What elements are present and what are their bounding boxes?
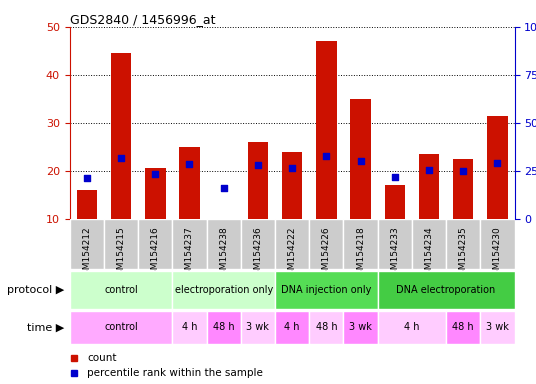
Text: 48 h: 48 h	[316, 322, 337, 333]
Bar	[104, 219, 138, 269]
Bar	[248, 142, 268, 219]
Bar	[316, 41, 337, 219]
Bar	[138, 219, 173, 269]
Bar	[275, 219, 309, 269]
Point	[83, 174, 91, 181]
Text: GSM154215: GSM154215	[116, 227, 125, 281]
Point	[288, 165, 296, 171]
Bar	[206, 311, 241, 344]
Text: percentile rank within the sample: percentile rank within the sample	[87, 368, 263, 378]
Text: 48 h: 48 h	[452, 322, 474, 333]
Bar	[446, 311, 480, 344]
Text: GSM154218: GSM154218	[356, 227, 365, 281]
Text: control: control	[104, 322, 138, 333]
Bar	[282, 152, 302, 219]
Bar	[206, 219, 241, 269]
Text: GSM154238: GSM154238	[219, 227, 228, 281]
Bar	[145, 169, 166, 219]
Text: GDS2840 / 1456996_at: GDS2840 / 1456996_at	[70, 13, 215, 26]
Point	[425, 167, 433, 173]
Bar	[412, 219, 446, 269]
Text: GSM154235: GSM154235	[459, 227, 468, 281]
Point	[185, 161, 193, 167]
Bar	[309, 311, 344, 344]
Text: 3 wk: 3 wk	[247, 322, 269, 333]
Point	[219, 185, 228, 191]
Bar	[446, 219, 480, 269]
Text: 4 h: 4 h	[404, 322, 420, 333]
Bar	[111, 53, 131, 219]
Point	[117, 156, 125, 162]
Text: count: count	[87, 353, 117, 363]
Text: GSM154212: GSM154212	[83, 227, 91, 281]
Text: GSM154233: GSM154233	[390, 227, 399, 281]
Text: 3 wk: 3 wk	[349, 322, 372, 333]
Text: time ▶: time ▶	[27, 322, 64, 333]
Bar	[419, 154, 440, 219]
Bar	[179, 147, 200, 219]
Bar	[173, 271, 275, 309]
Bar	[309, 219, 344, 269]
Point	[151, 170, 160, 177]
Bar	[173, 311, 206, 344]
Text: GSM154230: GSM154230	[493, 227, 502, 281]
Point	[391, 174, 399, 180]
Text: control: control	[104, 285, 138, 295]
Text: 3 wk: 3 wk	[486, 322, 509, 333]
Bar	[70, 219, 104, 269]
Bar	[275, 271, 378, 309]
Bar	[378, 311, 446, 344]
Bar	[70, 271, 173, 309]
Bar	[378, 271, 515, 309]
Text: 48 h: 48 h	[213, 322, 234, 333]
Text: GSM154222: GSM154222	[288, 227, 296, 281]
Bar	[487, 116, 508, 219]
Bar	[453, 159, 473, 219]
Bar	[351, 99, 371, 219]
Text: electroporation only: electroporation only	[175, 285, 273, 295]
Text: DNA electroporation: DNA electroporation	[397, 285, 496, 295]
Text: protocol ▶: protocol ▶	[7, 285, 64, 295]
Point	[459, 168, 467, 174]
Point	[254, 162, 262, 168]
Bar	[344, 219, 378, 269]
Bar	[77, 190, 97, 219]
Bar	[241, 311, 275, 344]
Text: 4 h: 4 h	[182, 322, 197, 333]
Bar	[173, 219, 206, 269]
Bar	[70, 311, 173, 344]
Text: GSM154234: GSM154234	[425, 227, 434, 281]
Bar	[378, 219, 412, 269]
Bar	[480, 219, 515, 269]
Text: GSM154236: GSM154236	[254, 227, 263, 281]
Bar	[480, 311, 515, 344]
Bar	[384, 185, 405, 219]
Point	[322, 153, 331, 160]
Text: GSM154226: GSM154226	[322, 227, 331, 281]
Bar	[241, 219, 275, 269]
Text: GSM154237: GSM154237	[185, 227, 194, 281]
Point	[356, 158, 365, 164]
Bar	[275, 311, 309, 344]
Text: 4 h: 4 h	[285, 322, 300, 333]
Text: GSM154216: GSM154216	[151, 227, 160, 281]
Bar	[344, 311, 378, 344]
Point	[493, 160, 502, 166]
Text: DNA injection only: DNA injection only	[281, 285, 371, 295]
